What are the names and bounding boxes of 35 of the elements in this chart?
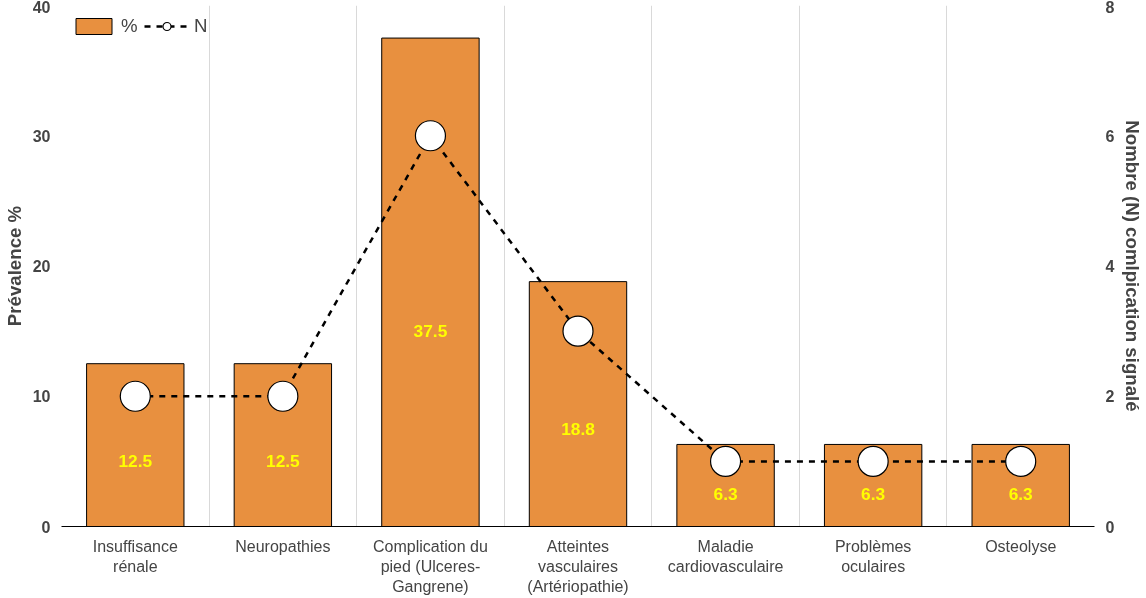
y2-tick-label: 2: [1105, 388, 1115, 406]
point: [267, 380, 299, 412]
x-tick-label: Problèmes oculaires: [834, 537, 912, 575]
x-tick-label: Atteintes vasculaires (Artériopathie): [527, 537, 629, 596]
y2-axis-title: Nombre (N) comlpication signalé: [1122, 120, 1144, 412]
y-tick-label: 20: [32, 258, 51, 275]
legend-label: N: [194, 15, 209, 37]
point: [1005, 445, 1037, 477]
y2-tick-label: 4: [1105, 258, 1115, 275]
data-label: 12.5: [265, 451, 301, 472]
x-tick-label: Maladie cardiovasculaire: [667, 537, 784, 575]
data-label: 6.3: [861, 483, 886, 504]
y-tick-label: 40: [32, 0, 51, 16]
x-tick-label: Osteolyse: [985, 537, 1057, 555]
y2-tick-label: 0: [1105, 518, 1115, 536]
point: [119, 380, 151, 412]
x-tick-label: Neuropathies: [235, 537, 331, 555]
data-label: 6.3: [1008, 483, 1034, 504]
data-label: 12.5: [118, 451, 153, 472]
y-tick-label: 30: [32, 127, 51, 145]
x-tick-label: Insuffisance rénale: [92, 537, 178, 575]
point: [709, 445, 742, 477]
point: [562, 315, 594, 347]
y-tick-label: 10: [32, 388, 51, 406]
point: [414, 120, 447, 152]
data-label: 18.8: [561, 418, 596, 439]
y2-tick-label: 6: [1105, 127, 1115, 145]
legend-label: %: [121, 15, 139, 37]
y-tick-label: 0: [41, 518, 51, 536]
data-label: 6.3: [713, 483, 738, 504]
x-tick-label: Complication du pied (Ulceres- Gangrene): [373, 537, 488, 596]
point: [857, 445, 889, 477]
y-axis-title: Prévalence %: [3, 205, 25, 327]
y2-tick-label: 8: [1105, 0, 1115, 16]
data-label: 37.5: [413, 321, 448, 342]
